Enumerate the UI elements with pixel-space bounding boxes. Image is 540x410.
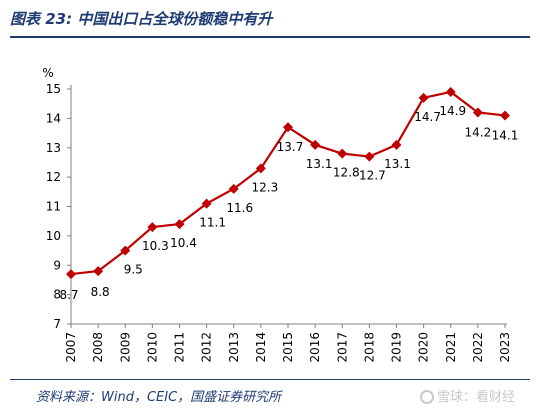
data-point-marker (310, 139, 321, 150)
footer-divider (10, 379, 530, 380)
x-tick-label: 2012 (200, 332, 214, 363)
data-point-marker (418, 92, 429, 103)
data-label: 14.9 (439, 104, 466, 118)
data-label: 13.7 (277, 140, 304, 154)
source-note: 资料来源：Wind，CEIC，国盛证券研究所 (36, 390, 282, 405)
x-tick-label: 2022 (471, 332, 485, 363)
chart-axes: % (42, 66, 507, 325)
x-tick-label: 2010 (145, 332, 159, 363)
data-point-marker (391, 139, 402, 150)
data-point-marker (201, 198, 212, 209)
data-label: 8.7 (59, 288, 78, 302)
x-axis-ticks: 2007 2008 2009 2010 2011 2012 2013 2014 2015 2016… (64, 324, 512, 363)
data-labels: 8.7 8.89.510.3 10.411.111.612.313.713.112.… (59, 104, 518, 302)
x-tick-label: 2017 (335, 332, 349, 363)
data-point-marker (93, 266, 104, 277)
data-label: 12.8 (333, 166, 360, 180)
x-tick-label: 2020 (417, 332, 431, 363)
y-axis-unit: % (42, 66, 53, 80)
data-point-marker (283, 122, 293, 133)
data-label: 13.1 (384, 157, 411, 171)
data-label: 11.1 (199, 216, 226, 230)
data-point-marker (500, 110, 510, 121)
data-point-marker (472, 107, 483, 118)
x-tick-label: 2018 (362, 332, 376, 363)
x-tick-label: 2013 (227, 332, 241, 363)
x-tick-label: 2019 (390, 332, 404, 363)
watermark: 雪球：看财经 (420, 386, 515, 405)
data-point-marker (337, 148, 348, 159)
data-label: 14.2 (465, 126, 492, 140)
watermark-text: 雪球：看财经 (437, 390, 516, 405)
y-tick-label: 13 (46, 141, 61, 155)
y-tick-label: 9 (53, 258, 61, 272)
data-label: 14.1 (492, 128, 519, 142)
chart-title: 图表 23: 中国出口占全球份额稳中有升 (10, 10, 273, 28)
data-label: 10.3 (142, 239, 169, 253)
data-label: 14.7 (414, 110, 441, 124)
x-tick-label: 2014 (254, 332, 268, 363)
title-divider (10, 36, 530, 38)
y-axis-ticks: 7 8 9 10 11 12 13 14 15 (46, 82, 71, 331)
x-tick-label: 2015 (281, 332, 295, 363)
data-label: 8.8 (91, 285, 110, 299)
y-tick-label: 15 (46, 82, 61, 96)
x-tick-label: 2023 (498, 332, 512, 363)
y-tick-label: 12 (46, 170, 61, 184)
x-tick-label: 2008 (91, 332, 105, 363)
snowball-logo-icon (420, 390, 434, 404)
data-point-marker (174, 219, 185, 230)
data-point-marker (66, 269, 76, 280)
x-tick-label: 2016 (308, 332, 322, 363)
data-label: 9.5 (124, 263, 143, 277)
data-point-marker (147, 222, 158, 233)
x-tick-label: 2011 (173, 332, 187, 363)
y-tick-label: 14 (46, 111, 61, 125)
series-group (66, 86, 510, 280)
data-label: 13.1 (306, 157, 333, 171)
data-label: 12.7 (359, 169, 386, 183)
data-point-marker (228, 183, 239, 194)
data-label: 12.3 (252, 180, 279, 194)
y-tick-label: 8 (53, 288, 61, 302)
data-point-marker (364, 151, 375, 162)
data-point-marker (255, 163, 266, 174)
y-tick-label: 11 (46, 200, 61, 214)
y-tick-label: 7 (53, 317, 61, 331)
data-point-marker (120, 245, 131, 256)
x-tick-label: 2021 (444, 332, 458, 363)
data-label: 11.6 (226, 201, 253, 215)
data-point-marker (445, 86, 456, 97)
x-tick-label: 2007 (64, 332, 78, 363)
x-tick-label: 2009 (118, 332, 132, 363)
y-tick-label: 10 (46, 229, 61, 243)
data-label: 10.4 (170, 236, 197, 250)
